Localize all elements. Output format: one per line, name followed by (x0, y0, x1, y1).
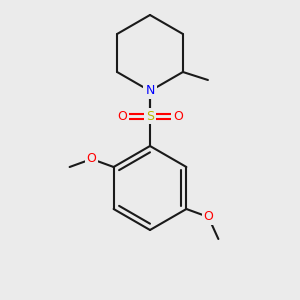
Text: S: S (146, 110, 154, 122)
Text: N: N (145, 85, 155, 98)
Text: O: O (203, 211, 213, 224)
Text: O: O (173, 110, 183, 122)
Text: O: O (117, 110, 127, 122)
Text: O: O (87, 152, 97, 166)
